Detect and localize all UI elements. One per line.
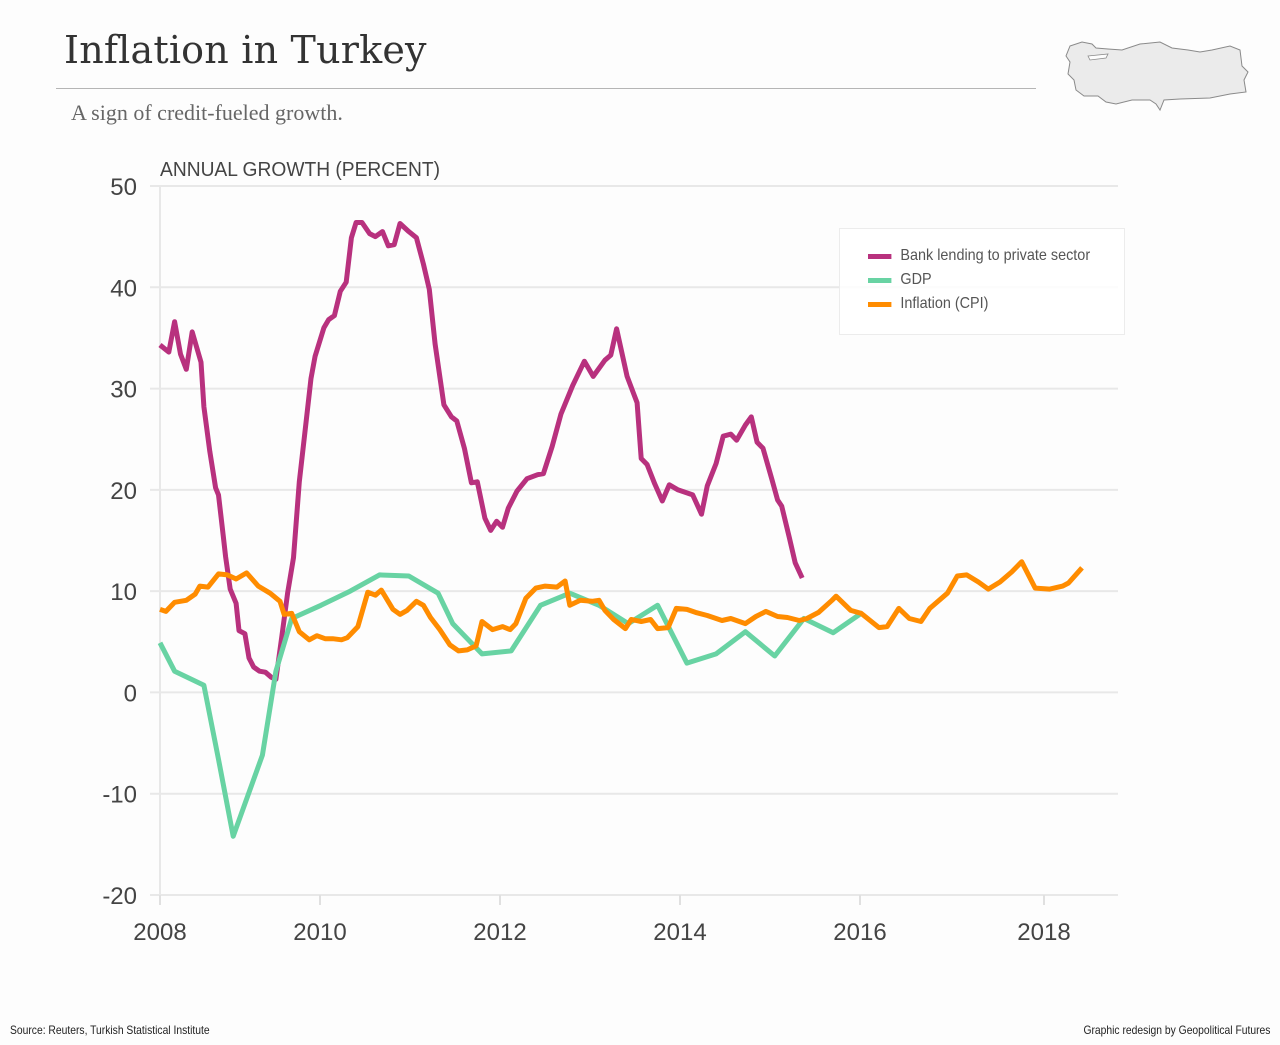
y-tick-label: 50 [110, 174, 137, 201]
x-tick-label: 2018 [1017, 919, 1070, 946]
y-tick-label: 30 [110, 377, 137, 404]
legend-swatch-gdp [868, 277, 892, 283]
legend-item-bank-lending: Bank lending to private sector [868, 247, 1090, 265]
source-note: Source: Reuters, Turkish Statistical Ins… [10, 1023, 210, 1037]
y-tick-label: -10 [102, 782, 137, 809]
legend: Bank lending to private sector GDP Infla… [839, 228, 1125, 335]
x-tick-label: 2008 [133, 919, 186, 946]
legend-item-gdp: GDP [868, 271, 932, 289]
y-tick-label: 10 [110, 579, 137, 606]
series-line-gdp [157, 572, 864, 839]
legend-swatch-bank-lending [868, 253, 892, 259]
x-tick-label: 2014 [653, 919, 706, 946]
legend-label: Bank lending to private sector [900, 247, 1091, 264]
x-tick-label: 2012 [473, 919, 526, 946]
title-divider [56, 88, 1036, 89]
legend-swatch-inflation [868, 301, 892, 307]
y-tick-label: -20 [102, 883, 137, 910]
chart-title: Inflation in Turkey [64, 28, 427, 72]
legend-label: Inflation (CPI) [900, 295, 989, 312]
legend-item-inflation: Inflation (CPI) [868, 295, 988, 313]
legend-label: GDP [900, 271, 932, 288]
turkey-map-icon [1065, 41, 1249, 112]
series-lines [157, 220, 1084, 839]
x-tick-label: 2010 [293, 919, 346, 946]
chart-subtitle: A sign of credit-fueled growth. [71, 100, 343, 125]
y-tick-label: 0 [124, 680, 137, 707]
y-tick-label: 20 [110, 478, 137, 505]
x-tick-label: 2016 [833, 919, 886, 946]
y-axis-label: ANNUAL GROWTH (PERCENT) [160, 159, 440, 181]
series-line-bank-lending-to-private-sector [158, 220, 805, 682]
credit-note: Graphic redesign by Geopolitical Futures [1082, 1023, 1270, 1037]
series-line-inflation-cpi [159, 559, 1084, 654]
y-tick-label: 40 [110, 275, 137, 302]
